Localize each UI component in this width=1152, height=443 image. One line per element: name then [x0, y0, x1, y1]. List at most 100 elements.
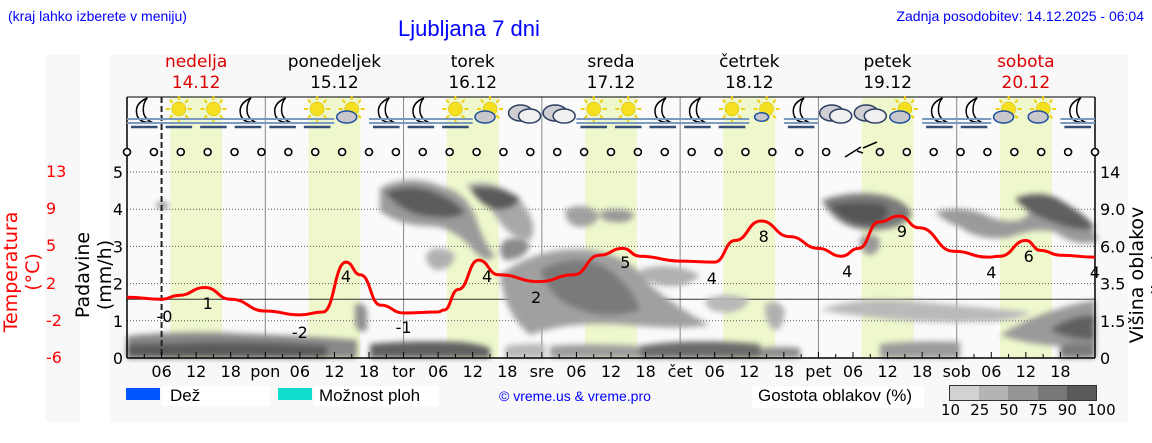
- temp-value-label: 8: [759, 227, 769, 246]
- precip-tick: 2: [113, 275, 123, 294]
- x-tick-label: 06: [151, 362, 171, 381]
- temp-tick: -6: [46, 348, 62, 367]
- calm-wind-icon: [526, 147, 535, 157]
- moon-fog-icon: [956, 97, 992, 129]
- chart-axes: [126, 96, 1096, 359]
- temperature-labels: -0 1 -2 4 -1 4 2 5 4 8 4 9 4 6 4: [156, 222, 1100, 342]
- calm-wind-icon: [445, 147, 454, 157]
- calm-wind-icon: [606, 147, 616, 157]
- sun-cloud-icon: [992, 96, 1022, 124]
- calm-wind-icon: [257, 147, 266, 157]
- calm-wind-icon: [768, 147, 777, 157]
- temp-value-label: 4: [842, 262, 852, 281]
- sun-cloud-icon: [335, 96, 365, 124]
- density-swatch: [1008, 386, 1038, 400]
- x-tick-label: 12: [186, 362, 206, 381]
- x-tick-label: sob: [943, 362, 971, 381]
- day-date: 19.12: [863, 73, 912, 93]
- moon-fog-icon: [230, 97, 266, 129]
- day-header: sreda 17.12: [551, 52, 671, 94]
- density-swatch: [1037, 386, 1067, 400]
- x-tick-label: 06: [843, 362, 863, 381]
- day-header: ponedeljek 15.12: [274, 52, 394, 94]
- moon-fog-icon: [783, 97, 819, 129]
- cloud-height-tick: 3.5: [1100, 275, 1125, 294]
- day-date: 18.12: [724, 73, 774, 93]
- moon-fog-icon: [645, 97, 681, 129]
- x-tick-label: 12: [463, 362, 483, 381]
- calm-wind-icon: [364, 147, 374, 157]
- day-header: torek 16.12: [413, 52, 533, 94]
- x-tick-label: pon: [250, 362, 280, 381]
- sun-fog-icon: [714, 96, 750, 129]
- calm-wind-icon: [875, 147, 885, 157]
- x-tick-label: 06: [981, 362, 1001, 381]
- calm-wind-icon: [660, 147, 670, 157]
- sun-fog-icon: [576, 96, 611, 129]
- moon-fog-icon: [922, 97, 957, 129]
- copyright-link[interactable]: © vreme.us & vreme.pro: [499, 388, 651, 404]
- last-update: Zadnja posodobitev: 14.12.2025 - 06:04: [896, 8, 1144, 24]
- x-tick-label: 18: [359, 362, 379, 381]
- x-tick-label: čet: [668, 362, 693, 381]
- temp-value-label: -1: [396, 318, 412, 337]
- day-name: petek: [863, 52, 912, 72]
- x-tick-label: 18: [1050, 362, 1070, 381]
- temp-value-label: 5: [620, 253, 630, 272]
- cloud-density-legend-label: Gostota oblakov (%): [752, 386, 924, 408]
- day-date: 20.12: [1001, 73, 1051, 93]
- density-tick: 10: [941, 401, 961, 419]
- temp-value-label: 4: [707, 269, 717, 288]
- calm-wind-icon: [741, 147, 750, 157]
- temperature-line: [126, 214, 1096, 317]
- temp-value-label: 1: [203, 294, 213, 313]
- x-tick-label: 18: [221, 362, 241, 381]
- density-tick: 50: [999, 401, 1019, 419]
- calm-wind-icon: [552, 147, 562, 157]
- moon-fog-icon: [1060, 97, 1095, 129]
- density-swatch: [979, 386, 1009, 400]
- day-header: petek 19.12: [828, 52, 948, 94]
- temp-axis-panel: [45, 55, 80, 422]
- calm-wind-icon: [472, 147, 481, 157]
- day-date: 15.12: [310, 73, 359, 93]
- calm-wind-icon: [687, 147, 696, 157]
- calm-wind-icon: [983, 147, 992, 157]
- temp-value-label: 4: [341, 267, 351, 286]
- sun-cloud-icon: [889, 96, 918, 124]
- temp-tick: 5: [46, 236, 57, 256]
- moon-fog-icon: [265, 97, 300, 129]
- calm-wind-icon: [1010, 147, 1019, 157]
- sun-fog-icon: [299, 96, 335, 129]
- sun-fog-icon: [438, 96, 473, 129]
- calm-wind-icon: [579, 147, 589, 157]
- density-swatch: [1066, 386, 1097, 400]
- sun-fog-icon: [161, 96, 197, 129]
- cloud-density-scale-ticks: 10 25 50 75 90 100: [936, 401, 1116, 419]
- weather-icons-row: [127, 96, 1095, 129]
- rain-legend-label: Dež: [162, 386, 270, 406]
- density-tick: 90: [1057, 401, 1077, 419]
- calm-wind-icon: [122, 147, 132, 157]
- cloud-height-axis-title: Višina oblakov (km): [1126, 206, 1152, 344]
- temp-tick: 9: [46, 199, 57, 219]
- cloud-height-tick: 9.0: [1100, 200, 1125, 219]
- calm-wind-icon: [1036, 147, 1046, 157]
- x-tick-label: 06: [290, 362, 310, 381]
- density-tick: 75: [1028, 401, 1048, 419]
- temp-value-label: 2: [531, 288, 541, 307]
- day-name: četrtek: [719, 52, 780, 72]
- sun-cloud-icon: [474, 96, 503, 124]
- calm-wind-icon: [284, 147, 293, 157]
- x-tick-label: 18: [497, 362, 517, 381]
- location-hint-link[interactable]: (kraj lahko izberete v meniju): [8, 8, 187, 24]
- calm-wind-icon: [337, 147, 347, 157]
- x-tick-label: sre: [530, 362, 554, 381]
- day-name: sobota: [997, 52, 1055, 72]
- density-swatch: [950, 386, 980, 400]
- cloudy-icon: [542, 104, 576, 124]
- calm-wind-icon: [633, 147, 643, 157]
- calm-wind-icon: [149, 147, 159, 157]
